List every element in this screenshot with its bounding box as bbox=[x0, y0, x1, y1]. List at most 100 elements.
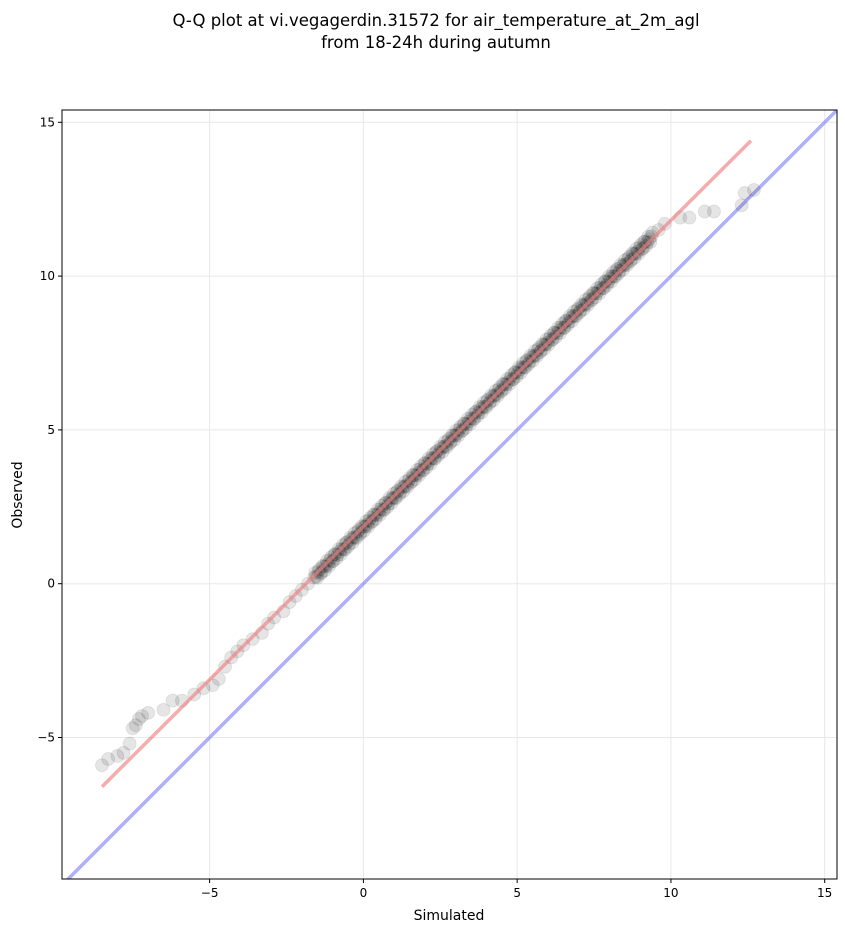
fit-line bbox=[100, 139, 753, 788]
qq-point bbox=[445, 428, 460, 443]
qq-point bbox=[587, 286, 602, 301]
qq-point bbox=[508, 365, 523, 380]
qq-point bbox=[513, 365, 528, 380]
qq-point bbox=[465, 407, 480, 422]
qq-point bbox=[492, 380, 507, 395]
qq-point bbox=[642, 232, 657, 247]
qq-point bbox=[542, 331, 557, 346]
qq-point bbox=[476, 395, 491, 410]
y-tick-label: 5 bbox=[47, 423, 55, 437]
qq-point bbox=[478, 400, 493, 415]
y-tick-label: 0 bbox=[47, 577, 55, 591]
qq-point bbox=[415, 463, 430, 478]
qq-point bbox=[435, 444, 450, 459]
qq-point bbox=[128, 718, 143, 733]
qq-point bbox=[353, 525, 368, 540]
qq-point bbox=[632, 240, 647, 255]
qq-point bbox=[110, 748, 125, 763]
plot-area bbox=[65, 110, 837, 879]
qq-point bbox=[520, 352, 535, 367]
x-tick-label: −5 bbox=[201, 886, 219, 900]
chart-title-line-1: Q-Q plot at vi.vegagerdin.31572 for air_… bbox=[172, 11, 699, 31]
qq-point bbox=[309, 569, 324, 584]
qq-point bbox=[498, 381, 513, 396]
qq-point bbox=[458, 420, 473, 435]
qq-point bbox=[416, 463, 431, 478]
qq-point bbox=[626, 247, 641, 262]
qq-point bbox=[196, 681, 211, 696]
qq-point bbox=[581, 291, 596, 306]
qq-point bbox=[125, 721, 140, 736]
qq-point bbox=[94, 758, 109, 773]
chart-title-line-2: from 18-24h during autumn bbox=[321, 33, 551, 52]
x-tick-label: 15 bbox=[817, 886, 832, 900]
x-tick-label: 5 bbox=[513, 886, 521, 900]
qq-point bbox=[441, 431, 456, 446]
y-tick-label: 10 bbox=[40, 269, 55, 283]
qq-point bbox=[697, 204, 712, 219]
qq-point bbox=[453, 419, 468, 434]
qq-point bbox=[509, 369, 524, 384]
qq-point bbox=[456, 416, 471, 431]
qq-point bbox=[593, 280, 608, 295]
identity-line bbox=[65, 110, 837, 879]
qq-point bbox=[468, 405, 483, 420]
qq-point bbox=[451, 428, 466, 443]
qq-point bbox=[165, 693, 180, 708]
qq-point bbox=[605, 269, 620, 284]
qq-point bbox=[481, 392, 496, 407]
qq-point bbox=[398, 474, 413, 489]
qq-point bbox=[482, 396, 497, 411]
y-tick-label: 15 bbox=[40, 115, 55, 129]
qq-point bbox=[447, 432, 462, 447]
qq-point bbox=[217, 659, 232, 674]
qq-point bbox=[495, 376, 510, 391]
qq-point bbox=[101, 752, 116, 767]
qq-point bbox=[530, 342, 545, 357]
qq-point bbox=[382, 490, 397, 505]
qq-point bbox=[470, 408, 485, 423]
qq-point bbox=[156, 702, 171, 717]
qq-point bbox=[428, 451, 443, 466]
grid-lines bbox=[62, 110, 837, 879]
qq-point bbox=[336, 542, 351, 557]
x-tick-label: 10 bbox=[663, 886, 678, 900]
qq-point bbox=[706, 204, 721, 219]
qq-point bbox=[377, 502, 392, 517]
qq-point bbox=[532, 340, 547, 355]
qq-point bbox=[504, 368, 519, 383]
x-tick-label: 0 bbox=[360, 886, 368, 900]
qq-point bbox=[746, 182, 761, 197]
qq-point bbox=[134, 708, 149, 723]
qq-point bbox=[365, 514, 380, 529]
qq-point bbox=[342, 536, 357, 551]
qq-point bbox=[558, 314, 573, 329]
qq-point bbox=[460, 411, 475, 426]
qq-point bbox=[386, 486, 401, 501]
qq-point bbox=[507, 365, 522, 380]
y-axis-label: Observed bbox=[10, 461, 26, 528]
qq-point bbox=[449, 423, 464, 438]
x-axis-label: Simulated bbox=[414, 908, 485, 924]
qq-point bbox=[644, 229, 659, 244]
qq-point bbox=[472, 400, 487, 415]
qq-point bbox=[394, 479, 409, 494]
qq-point bbox=[425, 447, 440, 462]
qq-point bbox=[525, 353, 540, 368]
qq-point bbox=[467, 411, 482, 426]
qq-point bbox=[439, 440, 454, 455]
qq-point bbox=[403, 475, 418, 490]
qq-point bbox=[490, 388, 505, 403]
qq-point bbox=[502, 377, 517, 392]
qq-point bbox=[480, 393, 495, 408]
qq-point bbox=[559, 313, 574, 328]
qq-point bbox=[486, 393, 501, 408]
qq-point bbox=[392, 487, 407, 502]
qq-point bbox=[737, 186, 752, 201]
qq-point bbox=[364, 515, 379, 530]
qq-point bbox=[442, 436, 457, 451]
qq-point bbox=[651, 222, 666, 237]
y-tick-label: −5 bbox=[37, 731, 55, 745]
qq-point bbox=[484, 388, 499, 403]
qq-point bbox=[393, 485, 408, 500]
